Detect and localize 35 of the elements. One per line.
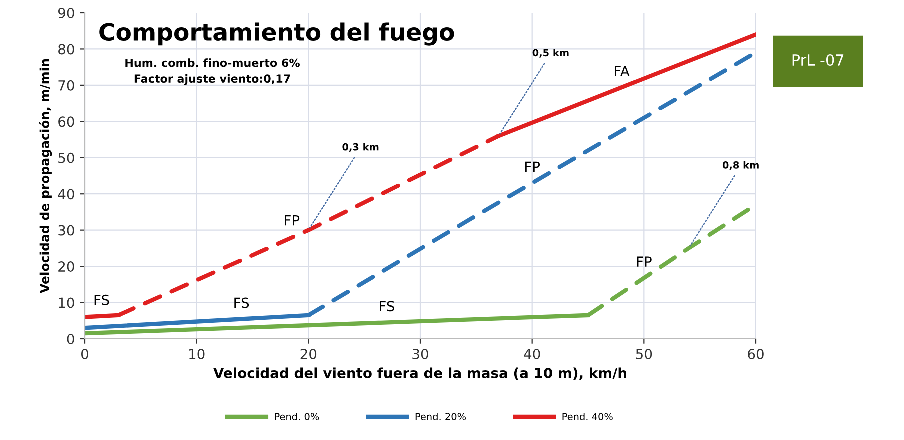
annotation: FS bbox=[234, 298, 250, 308]
x-axis-title: Velocidad del viento fuera de la masa (a 10 m), km/h bbox=[214, 368, 626, 380]
y-tick-label: 40 bbox=[58, 189, 74, 200]
annotation: FS bbox=[380, 301, 394, 312]
chart-title: Comportamiento del fuego bbox=[100, 22, 454, 46]
y-tick-label: 0 bbox=[67, 334, 74, 344]
annotation: 0,3 km bbox=[342, 143, 379, 152]
legend-label: Pend. 40% bbox=[562, 412, 613, 420]
legend-label: Pend. 0% bbox=[275, 412, 320, 420]
annotation: FS bbox=[94, 294, 110, 306]
y-tick-label: 60 bbox=[58, 116, 74, 128]
annotation: 0,8 km bbox=[722, 161, 759, 170]
x-tick-label: 20 bbox=[300, 348, 317, 360]
legend-label: Pend. 20% bbox=[416, 412, 466, 420]
y-tick-label: 10 bbox=[59, 298, 74, 308]
y-axis-title: Velocidad de propagación, m/min bbox=[39, 59, 52, 294]
text: Hum. comb. fino-muerto 6% Factor ajuste viento:0,17 bbox=[126, 58, 300, 86]
y-tick-label: 90 bbox=[58, 8, 74, 18]
text: PrL -07 bbox=[792, 54, 844, 66]
annotation: FP bbox=[285, 216, 300, 226]
y-tick-label: 20 bbox=[58, 262, 74, 272]
annotation: FP bbox=[526, 162, 540, 172]
annotation: FP bbox=[637, 256, 652, 267]
x-tick-label: 40 bbox=[524, 348, 540, 360]
y-tick-label: 80 bbox=[58, 44, 74, 55]
y-tick-label: 30 bbox=[58, 225, 74, 236]
y-tick-label: 70 bbox=[58, 80, 74, 91]
x-tick-label: 10 bbox=[190, 348, 205, 360]
x-tick-label: 30 bbox=[412, 348, 428, 360]
y-tick-label: 50 bbox=[58, 152, 74, 164]
annotation: FA bbox=[615, 66, 630, 76]
annotation: 0,5 km bbox=[532, 49, 569, 58]
x-tick-label: 60 bbox=[748, 348, 764, 360]
x-tick-label: 0 bbox=[81, 348, 88, 360]
x-tick-label: 50 bbox=[636, 348, 652, 360]
